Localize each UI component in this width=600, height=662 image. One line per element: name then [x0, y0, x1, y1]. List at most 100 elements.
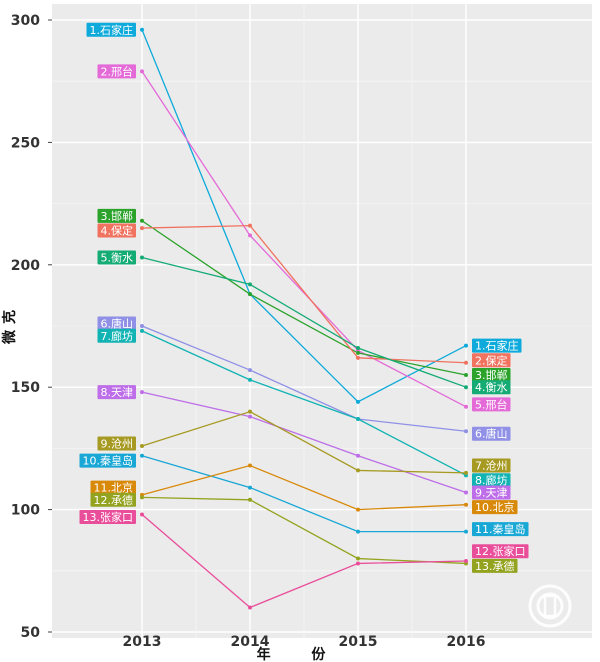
data-point — [356, 507, 360, 512]
series-line-3 — [141, 220, 467, 376]
data-point — [464, 343, 468, 348]
series-label-text: 3.邯郸 — [475, 368, 508, 382]
data-point — [248, 497, 252, 502]
data-point — [464, 559, 468, 564]
series-label-text: 7.沧州 — [475, 459, 508, 473]
series-label: 2.保定 — [472, 353, 511, 368]
series-label: 6.唐山 — [97, 316, 136, 331]
series-line-7 — [141, 330, 467, 476]
data-point — [356, 399, 360, 404]
series-labels-2013: 1.石家庄 2.邢台 3.邯郸4.保定 5.衡水 6.唐山7.廊坊 8.天津 9.沧州 10.… — [79, 22, 136, 524]
series-label-box — [79, 509, 136, 524]
series-label-text: 6.唐山 — [101, 317, 134, 331]
series-label-box — [472, 485, 511, 500]
x-tick-labels: 2013 2014 2015 2016 — [123, 634, 486, 650]
data-point — [464, 404, 468, 409]
data-point — [464, 490, 468, 495]
y-tick-label: 250 — [11, 135, 40, 151]
series-lines — [141, 29, 467, 609]
watermark-logo — [528, 584, 572, 628]
series-label-box — [472, 473, 511, 488]
series-label-text: 4.衡水 — [475, 381, 508, 394]
series-label-text: 8.廊坊 — [475, 473, 508, 487]
data-point — [356, 529, 360, 534]
series-label: 5.邢台 — [472, 397, 511, 412]
y-tick-label: 300 — [11, 13, 40, 29]
series-label: 4.衡水 — [472, 380, 511, 395]
y-tick-labels: 50 100 150 200 250 300 — [11, 13, 52, 641]
series-label: 2.邢台 — [97, 64, 136, 79]
data-point — [248, 282, 252, 287]
data-point — [356, 346, 360, 351]
series-label-box — [79, 453, 136, 468]
data-point — [140, 512, 144, 517]
data-point — [356, 355, 360, 360]
series-label-text: 12.张家口 — [475, 544, 526, 558]
series-line-6 — [141, 325, 467, 432]
series-label-text: 2.邢台 — [101, 64, 134, 78]
series-label-text: 2.保定 — [475, 353, 508, 367]
data-point — [356, 556, 360, 561]
series-label: 11.秦皇岛 — [472, 522, 529, 537]
series-label-text: 13.承德 — [475, 559, 515, 573]
series-label: 13.张家口 — [79, 509, 136, 524]
series-label: 7.沧州 — [472, 458, 511, 473]
series-label-box — [90, 480, 136, 495]
data-point — [248, 409, 252, 414]
series-label-box — [472, 544, 529, 559]
data-point — [140, 390, 144, 395]
series-line-8 — [141, 391, 467, 494]
series-label: 3.邯郸 — [97, 208, 136, 223]
series-label-box — [472, 353, 511, 368]
series-label-text: 9.天津 — [475, 486, 508, 499]
x-tick-label: 2014 — [231, 634, 270, 650]
series-label-text: 13.张家口 — [83, 510, 134, 524]
y-tick-label: 50 — [21, 625, 41, 641]
data-point — [140, 255, 144, 260]
data-point — [248, 463, 252, 468]
data-point — [356, 561, 360, 566]
data-point — [464, 372, 468, 377]
data-point — [140, 453, 144, 458]
series-line-4 — [141, 224, 467, 364]
data-point — [140, 324, 144, 328]
series-label: 9.沧州 — [97, 436, 136, 451]
series-label-text: 8.天津 — [101, 386, 134, 399]
series-label: 8.天津 — [97, 385, 136, 400]
series-line-13 — [141, 514, 467, 609]
data-point — [140, 218, 144, 223]
series-label-box — [97, 328, 136, 343]
series-label-text: 12.承德 — [94, 493, 134, 507]
series-label-text: 1.石家庄 — [90, 23, 134, 37]
data-point — [464, 385, 468, 390]
data-point — [464, 529, 468, 534]
series-label-text: 5.邢台 — [475, 397, 508, 411]
y-axis-title: 微克 — [1, 304, 18, 345]
data-point — [248, 292, 252, 297]
series-line-2 — [141, 71, 467, 408]
data-point — [140, 443, 144, 448]
data-point — [464, 429, 468, 434]
series-label-box — [90, 492, 136, 507]
series-label: 1.石家庄 — [86, 22, 136, 37]
data-point — [356, 468, 360, 473]
series-label-box — [97, 64, 136, 79]
series-label-text: 10.秦皇岛 — [83, 454, 134, 468]
data-point — [248, 223, 252, 228]
x-axis-title: 年 份 — [257, 646, 344, 662]
y-tick-label: 100 — [11, 503, 40, 519]
series-label-box — [472, 367, 511, 382]
series-label: 4.保定 — [97, 223, 136, 238]
series-line-10 — [141, 455, 466, 533]
series-label: 6.唐山 — [472, 426, 511, 441]
series-label: 7.廊坊 — [97, 328, 136, 343]
series-label: 10.北京 — [472, 500, 518, 515]
series-line-9 — [141, 410, 467, 474]
data-point — [140, 27, 144, 32]
series-label-box — [472, 522, 529, 537]
series-label-text: 4.保定 — [101, 224, 134, 238]
data-point — [248, 368, 252, 373]
series-label-box — [472, 558, 518, 573]
series-label: 12.张家口 — [472, 544, 529, 559]
